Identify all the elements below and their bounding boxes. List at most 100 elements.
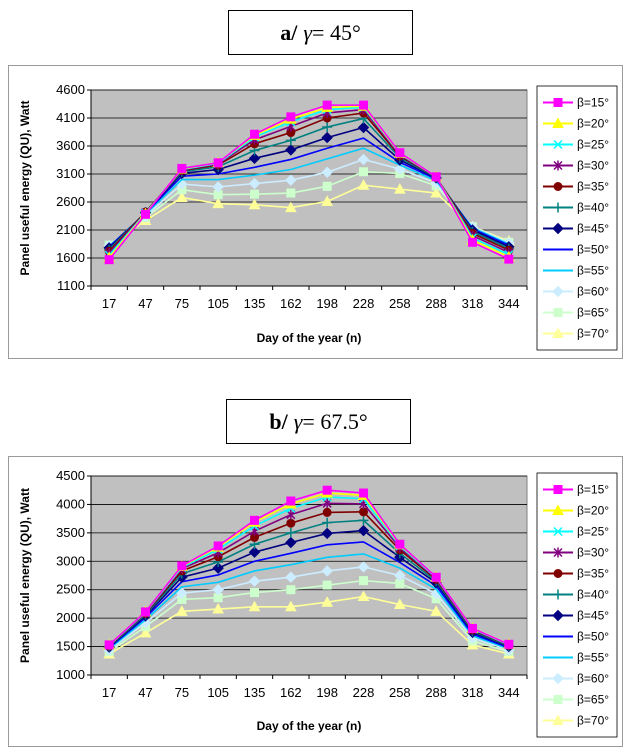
data-point — [322, 121, 333, 132]
legend-label: β=55° — [577, 651, 609, 665]
data-point — [393, 598, 406, 609]
legend-marker — [553, 160, 563, 171]
x-tick-label: 198 — [316, 296, 338, 311]
data-point — [357, 153, 370, 166]
series-line — [108, 489, 510, 646]
x-tick-label: 258 — [389, 296, 411, 311]
legend-box — [536, 85, 618, 351]
x-tick-label: 228 — [353, 685, 375, 700]
x-tick-label: 105 — [207, 296, 229, 311]
data-point — [285, 527, 296, 538]
data-point — [212, 181, 224, 193]
data-point — [468, 623, 477, 633]
gamma-symbol: γ — [303, 19, 313, 45]
data-point — [321, 195, 334, 206]
data-point — [177, 561, 187, 571]
series-line — [108, 519, 510, 648]
data-point — [212, 584, 224, 596]
data-point — [212, 603, 225, 614]
y-tick-label: 2000 — [56, 610, 85, 625]
data-point — [250, 189, 259, 199]
data-point — [286, 112, 296, 122]
gamma-value: = 45° — [312, 19, 361, 45]
x-tick-label: 344 — [498, 296, 520, 311]
data-point — [394, 569, 406, 582]
data-point — [357, 590, 370, 602]
data-point — [248, 152, 261, 165]
x-tick-label: 17 — [102, 685, 116, 700]
data-point — [358, 515, 369, 526]
data-point — [250, 129, 259, 139]
legend-marker — [553, 589, 563, 600]
data-point — [177, 163, 187, 173]
data-point — [284, 600, 297, 612]
legend-marker — [552, 714, 564, 725]
data-point — [248, 575, 261, 587]
data-point — [357, 524, 370, 537]
legend: β=15° β=20° β=25° β=30° β=35° β=40° β=45° β=50°… — [536, 85, 618, 351]
plot-area — [90, 475, 528, 676]
series-line — [108, 553, 510, 650]
data-point — [359, 576, 368, 586]
y-tick-label: 2100 — [56, 222, 85, 237]
x-tick-label: 75 — [175, 296, 189, 311]
series-line — [108, 595, 510, 655]
legend-marker — [553, 308, 563, 317]
legend-marker — [552, 504, 564, 515]
chart-b: 1000 1500 2000 2500 3000 3500 4000 4500 17 47 75 10… — [18, 468, 618, 738]
data-point — [359, 507, 368, 517]
series-line — [108, 170, 510, 246]
legend-marker — [552, 672, 564, 685]
y-tick-label: 2600 — [56, 194, 85, 209]
chart-a: 1100 1600 2100 2600 3100 3600 4100 4600 17 47 75 10… — [18, 82, 618, 351]
legend: β=15° β=20° β=25° β=30° β=35° β=40° β=45° β=50°… — [536, 472, 618, 738]
legend-label: β=25° — [577, 525, 609, 539]
series-line — [108, 104, 510, 261]
legend-label: β=30° — [577, 546, 609, 560]
series-8 — [108, 553, 510, 650]
y-tick-label: 4000 — [56, 496, 85, 511]
data-point — [104, 640, 114, 650]
data-point — [212, 197, 225, 209]
legend-label: β=70° — [577, 714, 609, 728]
legend-label: β=35° — [577, 180, 609, 194]
data-point — [393, 183, 406, 194]
data-point — [504, 639, 514, 649]
x-tick-label: 17 — [102, 296, 116, 311]
series-line — [108, 158, 510, 247]
chart-b-frame: 1000 1500 2000 2500 3000 3500 4000 4500 17 47 75 10… — [8, 456, 623, 747]
data-point — [431, 572, 441, 582]
data-point — [141, 607, 150, 617]
x-axis-title: Day of the year (n) — [257, 331, 362, 345]
data-point — [321, 131, 333, 144]
data-point — [322, 507, 332, 517]
data-point — [139, 626, 152, 638]
legend-box — [536, 472, 618, 738]
legend-label: β=40° — [577, 201, 609, 215]
data-point — [504, 254, 514, 264]
data-point — [175, 191, 188, 203]
legend-label: β=15° — [577, 96, 609, 110]
chart-a-frame: 1100 1600 2100 2600 3100 3600 4100 4600 17 47 75 10… — [8, 65, 623, 359]
series-line — [108, 184, 510, 247]
x-tick-label: 288 — [425, 685, 447, 700]
data-point — [285, 536, 297, 549]
data-point — [321, 596, 334, 607]
legend-label: β=20° — [577, 504, 609, 518]
data-point — [359, 167, 368, 177]
data-point — [248, 600, 261, 612]
legend-label: β=30° — [577, 159, 609, 173]
x-tick-label: 318 — [462, 296, 484, 311]
data-point — [285, 135, 296, 146]
legend-label: β=50° — [577, 243, 609, 257]
legend-marker — [553, 547, 563, 558]
panel-b-label: b/ — [269, 408, 288, 434]
x-tick-label: 135 — [244, 296, 266, 311]
data-point — [322, 485, 332, 495]
data-point — [322, 580, 332, 590]
data-point — [141, 209, 150, 219]
x-tick-label: 258 — [389, 685, 411, 700]
data-point — [248, 177, 261, 190]
x-tick-label: 198 — [316, 685, 338, 700]
legend-label: β=60° — [577, 672, 609, 686]
